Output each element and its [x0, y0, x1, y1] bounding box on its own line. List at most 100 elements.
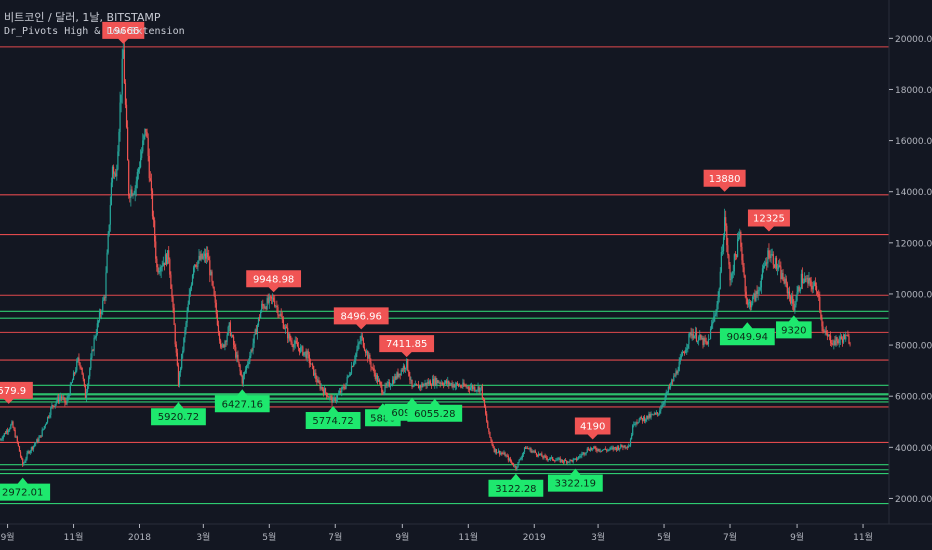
candle-body [384, 385, 386, 392]
candle-body [687, 344, 689, 349]
x-tick-label: 5월 [657, 531, 671, 543]
candle-body [165, 254, 168, 265]
candle-body [611, 447, 613, 449]
candle-body [154, 220, 156, 242]
candle-body [151, 190, 154, 217]
candle-body [685, 349, 687, 354]
candle-body [464, 385, 466, 387]
candle-body [379, 379, 381, 383]
candle-body [342, 386, 344, 388]
candle-body [228, 322, 230, 327]
candle-body [306, 351, 308, 359]
candle-body [145, 128, 147, 132]
candle-body [374, 373, 376, 379]
candle-body [79, 362, 81, 368]
candle-body [433, 378, 435, 385]
candle-body [535, 452, 538, 456]
candle-body [44, 424, 47, 427]
candle-body [375, 375, 377, 379]
candle-body [838, 339, 840, 343]
candle-body [218, 331, 221, 341]
candle-body [519, 459, 521, 460]
candle-body [649, 413, 651, 418]
candle-body [766, 262, 768, 264]
candle-body [746, 298, 748, 305]
chart-title: 비트코인 / 달러, 1날, BITSTAMP [4, 11, 161, 24]
candle-body [188, 294, 190, 305]
candle-body [211, 271, 213, 282]
candle-body [149, 178, 151, 181]
study-name: Dr_Pivots High & Low Extension [4, 26, 185, 37]
candle-body [813, 282, 815, 286]
candle-body [499, 450, 501, 455]
candle-body [10, 424, 12, 429]
candle-body [467, 386, 469, 389]
candle-body [63, 397, 65, 399]
y-tick-label: 14000.00 [895, 188, 932, 198]
candle-body [827, 335, 830, 337]
candle-body [237, 354, 239, 362]
candle-body [430, 385, 433, 387]
candle-body [562, 461, 565, 463]
candle-body [555, 460, 557, 462]
candle-body [102, 300, 104, 312]
candle-body [341, 387, 343, 393]
candle-body [3, 432, 5, 436]
x-tick-label: 11월 [458, 531, 478, 543]
candle-body [770, 254, 772, 258]
candle-body [610, 447, 612, 449]
candle-body [552, 457, 554, 461]
candle-body [229, 322, 231, 336]
candle-body [314, 372, 316, 376]
candle-body [615, 447, 618, 450]
candle-body [119, 102, 121, 132]
candle-body [116, 169, 118, 177]
candle-body [91, 350, 93, 358]
pivot-low-label: 9049.94 [719, 322, 775, 346]
candle-body [130, 189, 132, 198]
candle-body [512, 462, 514, 465]
candle-body [357, 344, 359, 350]
candle-body [159, 271, 161, 273]
pivot-high-label: 9948.98 [246, 270, 302, 293]
candle-body [238, 361, 240, 366]
pivot-labels: 19666 13880 12325 9948.98 8496.96 7411.85 5579… [0, 21, 812, 501]
candle-body [289, 334, 291, 341]
candle-body [155, 241, 157, 259]
candle-body [338, 391, 341, 394]
candle-body [92, 350, 94, 351]
candle-body [223, 344, 225, 348]
candle-body [783, 280, 785, 284]
candle-body [461, 386, 463, 388]
candle-body [529, 448, 531, 450]
candle-body [354, 359, 356, 363]
candle-body [391, 379, 394, 385]
candle-body [72, 372, 75, 380]
candle-body [22, 458, 24, 466]
candle-body [160, 266, 162, 272]
candle-body [214, 295, 216, 303]
candle-body [180, 368, 182, 373]
candle-body [585, 452, 587, 454]
candle-body [380, 382, 382, 385]
candle-body [31, 447, 34, 450]
candle-body [244, 369, 247, 372]
candle-body [760, 277, 762, 288]
candle-body [401, 369, 403, 371]
candle-body [315, 372, 317, 379]
x-tick-label: 3월 [591, 531, 605, 543]
candle-body [25, 458, 27, 462]
candle-body [797, 286, 799, 293]
candle-body [32, 445, 35, 450]
candle-body [466, 386, 468, 388]
candle-body [636, 422, 638, 424]
candle-body [294, 340, 296, 344]
candle-body [310, 363, 313, 365]
candle-body [256, 325, 258, 335]
candle-body [90, 357, 92, 369]
candle-body [537, 453, 540, 456]
pivot-low-value: 2972.01 [2, 488, 43, 499]
candle-body [403, 366, 406, 369]
